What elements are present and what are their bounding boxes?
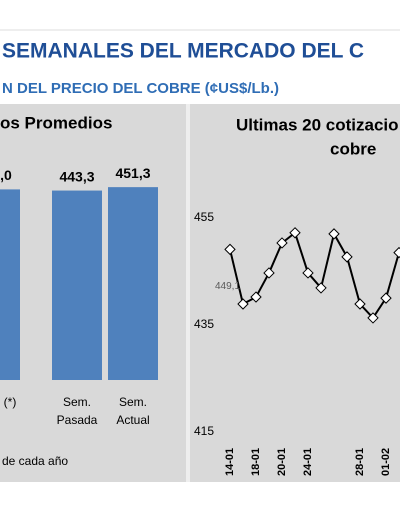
marker [380, 292, 392, 304]
marker [354, 298, 366, 310]
panel-gap [186, 104, 190, 482]
marker [237, 298, 249, 310]
marker [263, 267, 275, 279]
marker [367, 312, 379, 324]
marker [250, 291, 262, 303]
footnote: de cada año [2, 454, 68, 468]
x-tick-label: 14-01 [224, 448, 236, 476]
value-label: 449,1 [215, 281, 240, 292]
x-tick-label: 24-01 [302, 448, 314, 476]
top-band [0, 0, 400, 30]
value-label: 443,3 [59, 168, 94, 184]
marker [315, 282, 327, 294]
y-tick-label: 415 [194, 424, 214, 438]
marker [393, 246, 400, 259]
x-tick-label: 18-01 [250, 448, 262, 476]
chart-title: cobre [330, 139, 376, 158]
marker [328, 228, 340, 240]
x-tick-label: Sem. Pasada [56, 395, 98, 427]
bar [108, 187, 158, 380]
x-tick-label: 20-01 [276, 448, 288, 476]
chart-title: Ultimas 20 cotizacio [236, 115, 399, 134]
marker [276, 237, 288, 249]
chart-title: os Promedios [0, 113, 112, 132]
marker [302, 267, 314, 279]
bar [0, 189, 20, 380]
bar [52, 190, 102, 380]
marker [341, 251, 353, 263]
marker [224, 243, 236, 256]
x-tick-label: 01-02 [380, 448, 392, 476]
x-tick-label: 28-01 [354, 448, 366, 476]
y-tick-label: 435 [194, 317, 214, 331]
y-tick-label: 455 [194, 210, 214, 224]
page-subtitle: N DEL PRECIO DEL COBRE (¢US$/Lb.) [2, 80, 279, 97]
page-title: SEMANALES DEL MERCADO DEL C [2, 40, 364, 63]
value-label: 451,3 [115, 165, 150, 181]
value-label: ,0 [0, 167, 12, 183]
x-tick-label: Sem. Actual [116, 395, 150, 427]
marker [289, 227, 301, 239]
x-tick-label: (*) [3, 395, 17, 409]
